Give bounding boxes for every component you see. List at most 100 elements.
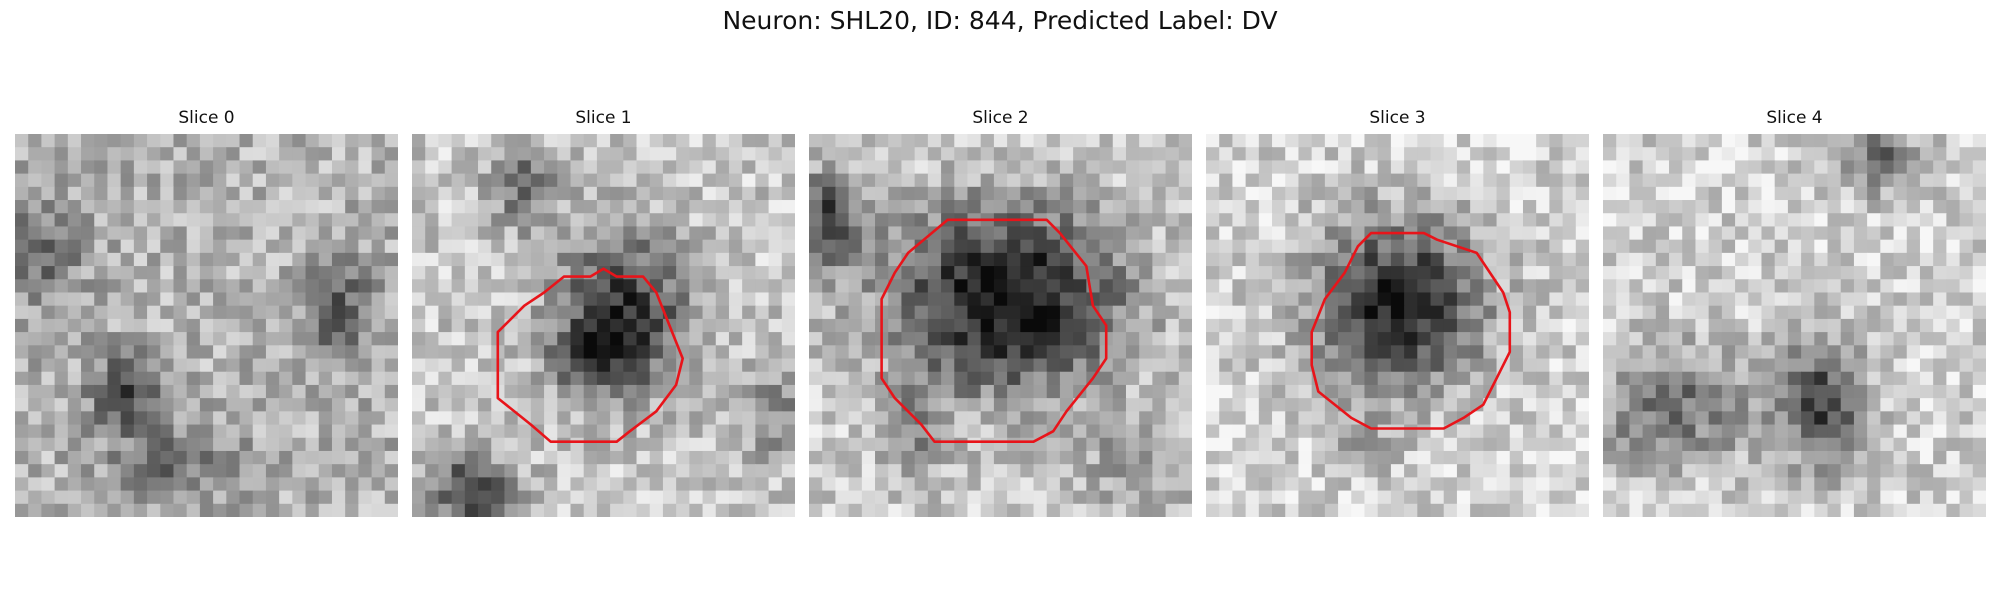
pixel bbox=[504, 226, 519, 241]
pixel bbox=[649, 239, 664, 254]
pixel bbox=[1219, 345, 1234, 360]
pixel bbox=[623, 186, 638, 201]
pixel bbox=[1232, 398, 1247, 412]
pixel bbox=[1417, 147, 1432, 162]
pixel bbox=[1708, 239, 1723, 254]
pixel bbox=[636, 332, 651, 346]
pixel bbox=[1443, 477, 1458, 492]
pixel bbox=[1364, 464, 1379, 478]
pixel bbox=[213, 398, 227, 412]
pixel bbox=[1919, 318, 1934, 333]
pixel bbox=[54, 252, 69, 267]
pixel bbox=[689, 292, 704, 307]
pixel bbox=[1443, 147, 1458, 162]
pixel bbox=[676, 173, 690, 188]
pixel bbox=[252, 450, 267, 465]
pixel bbox=[610, 147, 624, 162]
pixel bbox=[1404, 371, 1418, 386]
pixel bbox=[412, 160, 426, 175]
pixel bbox=[636, 134, 651, 148]
pixel bbox=[1099, 266, 1114, 280]
pixel bbox=[412, 305, 426, 320]
pixel bbox=[1364, 345, 1379, 360]
pixel bbox=[1801, 450, 1815, 465]
pixel bbox=[1206, 213, 1220, 228]
pixel bbox=[888, 450, 903, 465]
pixel bbox=[67, 424, 82, 439]
pixel bbox=[781, 252, 795, 267]
pixel bbox=[1603, 384, 1617, 399]
pixel bbox=[809, 345, 823, 360]
pixel bbox=[1311, 279, 1326, 294]
pixel bbox=[861, 398, 876, 412]
pixel bbox=[15, 398, 29, 412]
pixel bbox=[1536, 134, 1550, 148]
pixel bbox=[478, 266, 492, 280]
pixel bbox=[888, 358, 903, 373]
pixel bbox=[239, 464, 254, 478]
pixel bbox=[1748, 305, 1763, 320]
pixel bbox=[504, 384, 519, 399]
pixel bbox=[875, 450, 889, 465]
pixel bbox=[914, 503, 929, 517]
pixel bbox=[1152, 411, 1167, 426]
pixel bbox=[993, 200, 1008, 214]
pixel bbox=[292, 305, 307, 320]
pixel bbox=[1522, 213, 1537, 228]
pixel bbox=[1033, 477, 1048, 492]
pixel bbox=[213, 318, 227, 333]
pixel bbox=[1086, 358, 1101, 373]
pixel bbox=[967, 332, 982, 346]
pixel bbox=[107, 239, 122, 254]
pixel bbox=[927, 279, 942, 294]
pixel bbox=[318, 411, 333, 426]
pixel bbox=[1165, 345, 1180, 360]
pixel bbox=[596, 464, 611, 478]
pixel bbox=[1774, 226, 1789, 241]
pixel bbox=[1669, 464, 1683, 478]
pixel bbox=[345, 503, 359, 517]
pixel bbox=[1893, 266, 1908, 280]
pixel bbox=[425, 450, 440, 465]
pixel bbox=[1232, 464, 1247, 478]
pixel bbox=[1046, 318, 1061, 333]
pixel bbox=[848, 266, 863, 280]
pixel bbox=[1853, 226, 1868, 241]
pixel bbox=[1377, 384, 1392, 399]
pixel bbox=[768, 411, 783, 426]
pixel bbox=[305, 239, 320, 254]
pixel bbox=[478, 503, 492, 517]
pixel bbox=[1456, 477, 1471, 492]
pixel bbox=[1033, 160, 1048, 175]
pixel bbox=[451, 134, 466, 148]
pixel bbox=[1959, 332, 1974, 346]
pixel bbox=[1629, 398, 1644, 412]
pixel bbox=[358, 424, 373, 439]
pixel bbox=[1430, 371, 1445, 386]
pixel bbox=[1178, 437, 1192, 452]
pixel bbox=[1483, 437, 1498, 452]
pixel bbox=[517, 345, 532, 360]
pixel bbox=[1827, 358, 1842, 373]
pixel bbox=[491, 490, 506, 505]
pixel bbox=[331, 345, 346, 360]
pixel bbox=[1139, 424, 1153, 439]
pixel bbox=[728, 239, 743, 254]
pixel bbox=[1721, 213, 1736, 228]
pixel bbox=[1669, 279, 1683, 294]
pixel bbox=[1562, 490, 1577, 505]
pixel bbox=[1351, 477, 1366, 492]
pixel bbox=[1840, 292, 1855, 307]
pixel bbox=[993, 398, 1008, 412]
pixel bbox=[1629, 411, 1644, 426]
pixel bbox=[689, 384, 704, 399]
pixel bbox=[173, 292, 188, 307]
pixel bbox=[107, 226, 122, 241]
pixel bbox=[1708, 358, 1723, 373]
pixel bbox=[1496, 173, 1511, 188]
pixel bbox=[1046, 173, 1061, 188]
pixel bbox=[1470, 292, 1484, 307]
pixel bbox=[941, 345, 955, 360]
pixel bbox=[689, 345, 704, 360]
pixel bbox=[1178, 490, 1192, 505]
